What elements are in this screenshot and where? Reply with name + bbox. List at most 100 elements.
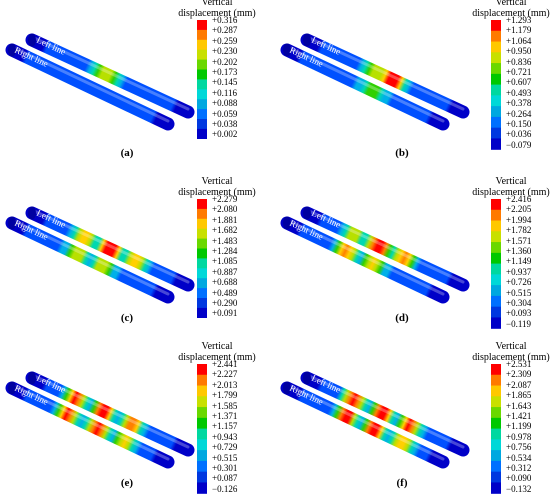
legend-value: +0.607 xyxy=(506,77,532,88)
colorbar xyxy=(491,199,501,329)
colorbar xyxy=(491,364,501,494)
colorbar-segment xyxy=(491,263,501,275)
colorbar-segment xyxy=(197,248,207,259)
colorbar-segment xyxy=(197,407,207,419)
legend-title: Vertical displacement (mm) xyxy=(466,341,550,363)
panel-caption: (b) xyxy=(395,147,409,159)
colorbar-segment xyxy=(197,268,207,279)
legend-value: +1.643 xyxy=(506,400,532,411)
legend-value: −0.132 xyxy=(506,483,532,494)
right-rail xyxy=(280,216,450,304)
panel-c: Left line Right line Vertical displacement … xyxy=(0,165,275,330)
colorbar-segment xyxy=(197,128,207,139)
legend-value: +2.416 xyxy=(506,194,532,204)
colorbar-segment xyxy=(197,439,207,451)
legend-value: +1.585 xyxy=(212,400,238,411)
legend-value: +0.304 xyxy=(506,298,532,308)
colorbar-segment xyxy=(491,450,501,462)
legend-value: +1.360 xyxy=(506,246,532,256)
colorbar-segment xyxy=(491,220,501,232)
legend-value: +1.149 xyxy=(506,256,532,267)
legend-value: +0.515 xyxy=(506,287,532,298)
legend-value: +0.729 xyxy=(212,442,238,453)
colorbar-segment xyxy=(197,385,207,397)
right-rail xyxy=(280,43,450,131)
legend-value: +0.090 xyxy=(506,473,532,484)
right-rail xyxy=(280,381,450,469)
colorbar-segment xyxy=(197,288,207,299)
legend-title: Vertical displacement (mm) xyxy=(172,0,262,19)
legend-value: +0.002 xyxy=(212,129,238,140)
colorbar-segment xyxy=(491,428,501,440)
legend-value: +0.230 xyxy=(212,46,238,57)
legend-value: +2.309 xyxy=(506,369,532,380)
panel-f: Left line Right line Vertical displacement … xyxy=(275,330,550,495)
colorbar-segment xyxy=(491,138,501,150)
colorbar-segment xyxy=(197,20,207,31)
legend-value: +0.145 xyxy=(212,77,238,88)
panel-caption: (e) xyxy=(120,477,134,489)
panel-caption: (f) xyxy=(396,477,408,489)
colorbar-segment xyxy=(197,69,207,80)
left-rail xyxy=(300,33,470,119)
legend-value: +0.978 xyxy=(506,431,532,442)
legend-value: +1.284 xyxy=(212,246,238,256)
colorbar-segment xyxy=(491,116,501,129)
legend-value: +0.316 xyxy=(212,15,238,25)
legend-value: +0.173 xyxy=(212,67,238,77)
colorbar-segment xyxy=(491,482,501,494)
colorbar-segment xyxy=(491,295,501,308)
colorbar-segment xyxy=(491,84,501,96)
colorbar-segment xyxy=(491,52,501,64)
colorbar xyxy=(197,199,207,318)
panel-caption: (a) xyxy=(120,147,134,159)
colorbar-segment xyxy=(491,106,501,118)
legend-value: +0.937 xyxy=(506,266,532,277)
legend-value: +1.064 xyxy=(506,35,532,46)
legend-value: +0.493 xyxy=(506,87,532,98)
colorbar-segment xyxy=(197,278,207,289)
legend-value: +0.091 xyxy=(212,308,238,319)
legend-value: +0.038 xyxy=(212,119,238,129)
colorbar-segment xyxy=(197,482,207,494)
colorbar-segment xyxy=(197,29,207,41)
legend-value: +0.721 xyxy=(506,67,532,77)
legend-value: +0.943 xyxy=(212,431,238,442)
right-rail xyxy=(5,43,175,131)
colorbar-segment xyxy=(197,460,207,473)
colorbar-segment xyxy=(197,258,207,269)
legend-value: +1.994 xyxy=(506,214,532,225)
legend-value: +1.293 xyxy=(506,15,532,25)
legend-value: +0.290 xyxy=(212,298,238,308)
colorbar-segment xyxy=(197,109,207,120)
legend-value: +1.799 xyxy=(212,390,238,401)
legend-value: +0.259 xyxy=(212,35,238,46)
colorbar-segment xyxy=(491,252,501,265)
right-rail xyxy=(5,216,175,304)
legend-value: +0.534 xyxy=(506,452,532,463)
legend-value: +0.312 xyxy=(506,463,532,473)
colorbar-segment xyxy=(491,73,501,86)
legend-value: +0.950 xyxy=(506,46,532,57)
legend-value: +0.887 xyxy=(212,266,238,277)
legend-value: +1.199 xyxy=(506,421,532,432)
colorbar-segment xyxy=(197,89,207,100)
legend-title-line1: Vertical xyxy=(201,341,233,352)
right-rail xyxy=(5,381,175,469)
colorbar-segment xyxy=(197,218,207,230)
legend-value: +2.279 xyxy=(212,194,238,204)
legend-value: +1.682 xyxy=(212,225,238,236)
colorbar-segment xyxy=(197,417,207,430)
colorbar-segment xyxy=(491,396,501,408)
colorbar-segment xyxy=(197,199,207,210)
legend-title-line1: Vertical xyxy=(495,176,527,187)
legend-title: Vertical displacement (mm) xyxy=(172,341,262,363)
colorbar-segment xyxy=(197,238,207,250)
legend-value: +0.059 xyxy=(212,108,238,119)
legend-value: −0.079 xyxy=(506,139,532,150)
legend-value: +0.087 xyxy=(212,473,238,484)
legend-value: +0.093 xyxy=(506,308,532,319)
